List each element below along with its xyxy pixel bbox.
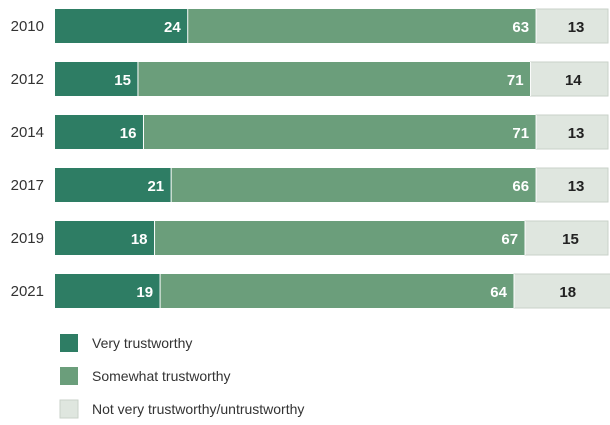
bar-segment <box>143 115 537 149</box>
data-label: 15 <box>114 72 131 89</box>
data-label: 19 <box>136 284 153 301</box>
data-label: 14 <box>565 72 582 89</box>
legend-swatch <box>59 399 79 419</box>
legend-label: Not very trustworthy/untrustworthy <box>92 401 304 417</box>
y-tick-label: 2017 <box>11 177 44 194</box>
legend-label: Very trustworthy <box>92 335 192 351</box>
bar-segment <box>171 168 537 202</box>
data-label: 63 <box>512 19 529 36</box>
data-label: 18 <box>131 231 148 248</box>
bar-segment <box>535 167 609 203</box>
bar-segment <box>535 114 609 150</box>
bar-segment <box>535 8 609 44</box>
bar-segment <box>187 9 537 43</box>
data-label: 71 <box>507 72 524 89</box>
data-label: 13 <box>568 178 585 195</box>
bar-segment <box>513 273 610 309</box>
y-tick-label: 2012 <box>11 71 44 88</box>
y-tick-label: 2014 <box>11 124 44 141</box>
bar-segment <box>154 221 526 255</box>
bar-segment <box>524 220 609 256</box>
data-label: 67 <box>501 231 518 248</box>
y-tick-label: 2010 <box>11 18 44 35</box>
y-tick-label: 2021 <box>11 283 44 300</box>
bar-segment <box>160 274 514 308</box>
data-label: 24 <box>164 19 181 36</box>
bar-segment <box>55 9 188 43</box>
data-label: 66 <box>512 178 529 195</box>
bar-segment <box>55 115 144 149</box>
data-label: 71 <box>512 125 529 142</box>
bars-layer: 2010 24 63 13 2012 15 71 14 2014 16 71 13 2017 21 66 13… <box>11 8 610 309</box>
bar-segment <box>55 274 161 308</box>
bar-segment <box>55 62 138 96</box>
bar-segment <box>55 168 172 202</box>
data-label: 21 <box>147 178 164 195</box>
data-label: 18 <box>559 284 576 301</box>
bar-segment <box>55 221 155 255</box>
data-label: 15 <box>562 231 579 248</box>
legend: Very trustworthy Somewhat trustworthy Not … <box>59 334 304 419</box>
data-label: 13 <box>568 19 585 36</box>
y-tick-label: 2019 <box>11 230 44 247</box>
legend-swatch <box>60 367 78 385</box>
data-label: 13 <box>568 125 585 142</box>
legend-label: Somewhat trustworthy <box>92 368 231 384</box>
data-label: 64 <box>490 284 507 301</box>
data-label: 16 <box>120 125 137 142</box>
bar-segment <box>137 62 531 96</box>
legend-swatch <box>60 334 78 352</box>
